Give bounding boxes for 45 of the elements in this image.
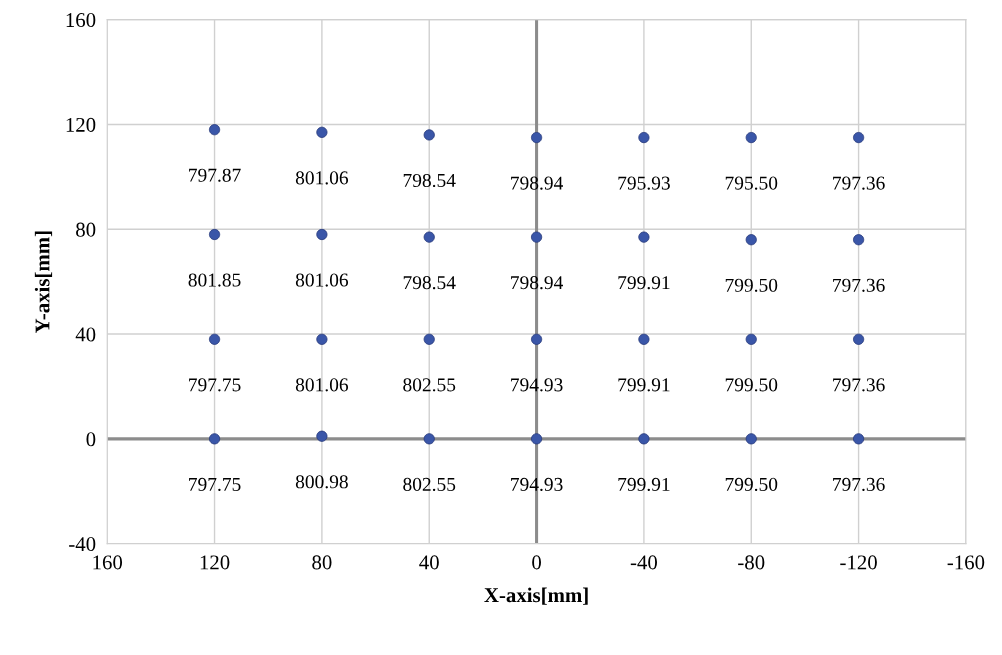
y-tick-label: 0 bbox=[86, 432, 96, 447]
annotation: 801.85 bbox=[188, 273, 241, 287]
annotation: 799.91 bbox=[618, 378, 670, 392]
y-tick-label: 160 bbox=[66, 13, 96, 28]
annotation: 798.94 bbox=[511, 276, 563, 290]
y-tick-label: -40 bbox=[69, 537, 96, 552]
annotation: 802.55 bbox=[403, 378, 456, 392]
x-tick-label: -40 bbox=[630, 555, 657, 570]
annotation: 798.94 bbox=[511, 176, 563, 190]
annotation: 798.54 bbox=[403, 276, 456, 290]
x-axis-title: X-axis[mm] bbox=[484, 587, 588, 605]
annotation: 799.91 bbox=[618, 276, 670, 290]
x-tick-label: 80 bbox=[312, 555, 332, 570]
annotation: 797.75 bbox=[189, 378, 241, 392]
x-tick-label: -80 bbox=[738, 555, 765, 570]
annotation: 802.55 bbox=[403, 477, 456, 492]
y-tick-label: 40 bbox=[75, 327, 96, 342]
y-tick-label: 80 bbox=[76, 222, 96, 237]
annotation: 797.36 bbox=[833, 278, 885, 292]
annotation: 799.50 bbox=[725, 477, 778, 492]
x-tick-label: -160 bbox=[947, 555, 985, 570]
annotation: 797.36 bbox=[833, 378, 885, 392]
annotation: 799.50 bbox=[725, 278, 778, 292]
annotation: 797.36 bbox=[833, 477, 885, 492]
x-tick-label: -120 bbox=[840, 555, 877, 570]
annotation: 801.06 bbox=[295, 378, 349, 392]
annotation: 797.36 bbox=[833, 176, 885, 190]
annotation: 801.06 bbox=[295, 171, 349, 185]
annotation: 800.98 bbox=[295, 475, 348, 489]
x-tick-label: 120 bbox=[200, 555, 230, 570]
annotation: 799.50 bbox=[725, 378, 778, 392]
annotation: 797.75 bbox=[189, 477, 241, 492]
annotation: 795.93 bbox=[618, 176, 670, 190]
y-tick-label: 120 bbox=[66, 117, 96, 132]
annotation: 801.06 bbox=[295, 273, 349, 287]
annotation: 799.91 bbox=[618, 477, 670, 492]
annotation: 797.87 bbox=[189, 168, 241, 182]
x-tick-label: 40 bbox=[419, 555, 439, 570]
annotation: 794.93 bbox=[511, 477, 563, 492]
annotation: 795.50 bbox=[725, 176, 778, 190]
annotation: 798.54 bbox=[403, 173, 456, 188]
x-tick-label: 160 bbox=[93, 555, 123, 570]
y-axis-title: Y-axis[mm] bbox=[34, 231, 53, 333]
annotation: 794.93 bbox=[511, 378, 563, 392]
x-tick-label: 0 bbox=[532, 555, 541, 570]
